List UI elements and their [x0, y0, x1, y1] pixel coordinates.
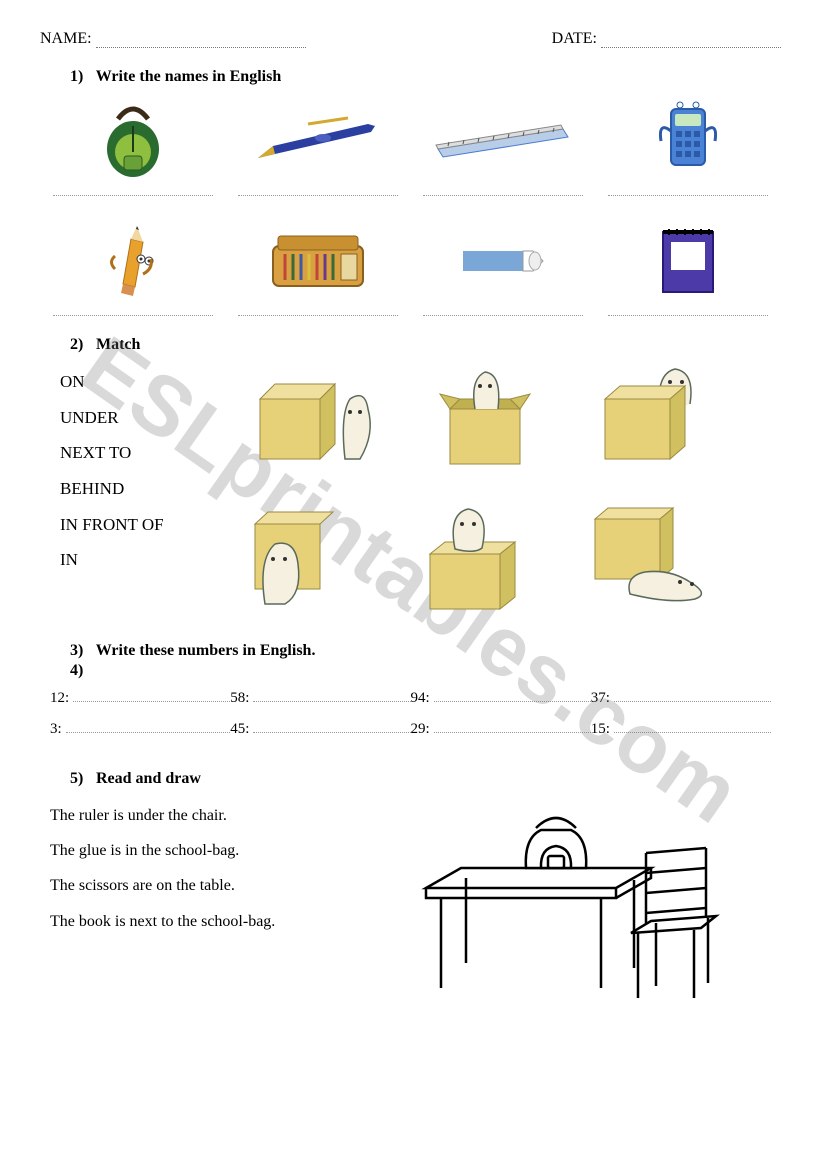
- prep-nextto: NEXT TO: [60, 435, 220, 471]
- blank-r1-3[interactable]: [423, 182, 583, 196]
- num-3-blank[interactable]: [66, 721, 231, 733]
- table-chair-icon: [370, 798, 781, 1008]
- blank-r2-1[interactable]: [53, 302, 213, 316]
- sentence-3: The scissors are on the table.: [50, 868, 370, 903]
- sentence-2: The glue is in the school-bag.: [50, 833, 370, 868]
- num-37-label: 37:: [591, 690, 610, 707]
- date-label: DATE:: [552, 30, 597, 47]
- items-row-2: [40, 216, 781, 296]
- blank-r1-1[interactable]: [53, 182, 213, 196]
- box-under-icon: [580, 504, 720, 619]
- preposition-list: ON UNDER NEXT TO BEHIND IN FRONT OF IN: [40, 364, 220, 624]
- section2-title-text: Match: [96, 336, 140, 353]
- sentences-list: The ruler is under the chair. The glue i…: [40, 798, 370, 1008]
- match-pictures: [220, 364, 781, 624]
- blank-r1-2[interactable]: [238, 182, 398, 196]
- backpack-icon: [53, 106, 213, 176]
- section3-title-text: Write these numbers in English.: [96, 642, 316, 659]
- pencil-icon: [53, 226, 213, 296]
- prep-under: UNDER: [60, 400, 220, 436]
- eraser-icon: [423, 226, 583, 296]
- blanks-row-2: [40, 302, 781, 316]
- num-cell-3: 3:: [50, 721, 230, 738]
- section5-title-text: Read and draw: [96, 770, 201, 787]
- prep-in: IN: [60, 542, 220, 578]
- num-cell-94: 94:: [411, 690, 591, 707]
- pen-icon: [238, 106, 398, 176]
- num-12-label: 12:: [50, 690, 69, 707]
- sentence-1: The ruler is under the chair.: [50, 798, 370, 833]
- box-behind-icon: [590, 364, 710, 479]
- num-cell-37: 37:: [591, 690, 771, 707]
- items-row-1: [40, 96, 781, 176]
- notebook-icon: [608, 226, 768, 296]
- section1-title: 1) Write the names in English: [70, 68, 781, 86]
- section4-number-row: 4): [70, 662, 781, 680]
- num-29-blank[interactable]: [434, 721, 591, 733]
- box-in-icon: [430, 364, 550, 479]
- name-blank[interactable]: [96, 32, 306, 48]
- blank-r2-3[interactable]: [423, 302, 583, 316]
- sentence-4: The book is next to the school-bag.: [50, 904, 370, 939]
- box-nextto-icon: [250, 364, 380, 479]
- date-blank[interactable]: [601, 32, 781, 48]
- num-cell-12: 12:: [50, 690, 230, 707]
- blanks-row-1: [40, 182, 781, 196]
- date-field: DATE:: [552, 30, 781, 48]
- num-cell-29: 29:: [411, 721, 591, 738]
- num-58-blank[interactable]: [253, 690, 410, 702]
- section3-title: 3) Write these numbers in English.: [70, 642, 781, 660]
- box-infrontof-icon: [230, 504, 350, 619]
- prep-on: ON: [60, 364, 220, 400]
- ruler-icon: [423, 106, 583, 176]
- num-cell-58: 58:: [230, 690, 410, 707]
- section1-number: 1): [70, 68, 92, 86]
- section4-number: 4): [70, 662, 92, 680]
- section5-number: 5): [70, 770, 92, 788]
- num-15-blank[interactable]: [614, 721, 771, 733]
- pencilcase-icon: [238, 226, 398, 296]
- blank-r2-4[interactable]: [608, 302, 768, 316]
- num-45-blank[interactable]: [253, 721, 410, 733]
- section2-title: 2) Match: [70, 336, 781, 354]
- blank-r1-4[interactable]: [608, 182, 768, 196]
- prep-behind: BEHIND: [60, 471, 220, 507]
- blank-r2-2[interactable]: [238, 302, 398, 316]
- read-draw-section: The ruler is under the chair. The glue i…: [40, 798, 781, 1008]
- name-label: NAME:: [40, 30, 92, 47]
- prep-infrontof: IN FRONT OF: [60, 507, 220, 543]
- num-58-label: 58:: [230, 690, 249, 707]
- match-section: ON UNDER NEXT TO BEHIND IN FRONT OF IN: [40, 364, 781, 624]
- num-37-blank[interactable]: [614, 690, 771, 702]
- num-12-blank[interactable]: [73, 690, 230, 702]
- num-29-label: 29:: [411, 721, 430, 738]
- header-row: NAME: DATE:: [40, 30, 781, 48]
- num-cell-15: 15:: [591, 721, 771, 738]
- num-45-label: 45:: [230, 721, 249, 738]
- section2-number: 2): [70, 336, 92, 354]
- numbers-grid: 12: 58: 94: 37: 3: 45: 29: 15:: [40, 690, 781, 752]
- section3-number: 3): [70, 642, 92, 660]
- section5-title: 5) Read and draw: [70, 770, 781, 788]
- box-on-icon: [410, 504, 530, 624]
- num-94-label: 94:: [411, 690, 430, 707]
- section1-title-text: Write the names in English: [96, 68, 282, 85]
- num-15-label: 15:: [591, 721, 610, 738]
- num-94-blank[interactable]: [434, 690, 591, 702]
- name-field: NAME:: [40, 30, 306, 48]
- num-3-label: 3:: [50, 721, 62, 738]
- calculator-icon: [608, 106, 768, 176]
- num-cell-45: 45:: [230, 721, 410, 738]
